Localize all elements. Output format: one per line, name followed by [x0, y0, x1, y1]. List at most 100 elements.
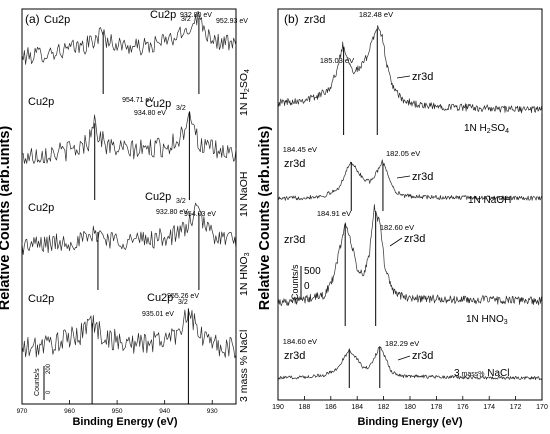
- spectrum-line: [277, 159, 543, 201]
- peak-energy-label: 184.60 eV: [283, 337, 317, 346]
- region-label-nacl-right: zr3d: [412, 350, 433, 362]
- x-tick-label: 174: [483, 404, 495, 411]
- panel-a-spectra: [21, 10, 237, 359]
- panel-b-peak-labels: 185.03 eV 182.48 eV 184.45 eV 182.05 eV 184.…: [283, 10, 420, 348]
- spectrum-line: [21, 10, 237, 65]
- legend-text: 1N HNO: [238, 256, 250, 296]
- peak-label-subscript: 3/2: [181, 16, 191, 23]
- peak-energy-label: 185.03 eV: [320, 56, 354, 65]
- peak-label-cu2p32-nacl: Cu2p 3/2: [147, 292, 188, 306]
- region-label-naoh-right: zr3d: [412, 171, 433, 183]
- peak-energy-label: 184.91 eV: [317, 209, 351, 218]
- region-label-hno3: Cu2p: [28, 202, 54, 214]
- peak-label-cu2p32-naoh: Cu2p 3/2: [145, 98, 186, 112]
- panel-b-label: (b): [284, 12, 299, 26]
- peak-energy-label: 182.05 eV: [386, 149, 420, 158]
- peak-energy-label: 932.80 eV: [156, 209, 188, 216]
- x-tick-label: 170: [536, 404, 548, 411]
- region-label-naoh-left: zr3d: [284, 158, 305, 170]
- region-label-h2so4: zr3d: [412, 71, 433, 83]
- spectrum-line: [21, 309, 237, 359]
- x-tick-label: 182: [378, 404, 390, 411]
- spectrum-line: [21, 111, 237, 164]
- legend-b-hno3: 1N HNO3: [466, 314, 508, 326]
- x-tick-label: 930: [207, 408, 218, 415]
- panel-b-x-axis: 190 188 186 184 182 180 178 176 174 172 170: [272, 396, 548, 411]
- spectrum-line: [21, 202, 237, 255]
- svg-text:1N H2SO4: 1N H2SO4: [238, 69, 251, 116]
- legend-subscript: 4: [505, 128, 509, 135]
- panel-a-y-axis-title: Relative Counts (arb.units): [0, 126, 13, 311]
- x-tick-label: 172: [510, 404, 522, 411]
- panel-b-peak-markers: [343, 28, 384, 388]
- pointer-arrow: [396, 75, 411, 79]
- scale-bar-value: 200: [46, 363, 52, 374]
- legend-b-naoh: 1N NaOH: [468, 195, 511, 206]
- legend-subscript: 3: [504, 319, 508, 326]
- legend-b-nacl: 3 mass% NaCl: [454, 368, 509, 379]
- svg-text:1N H2SO4: 1N H2SO4: [464, 123, 509, 135]
- peak-energy-label: 955.26 eV: [167, 293, 199, 300]
- peak-energy-label: 954.71 eV: [122, 97, 154, 104]
- legend-subscript: 2: [487, 128, 491, 135]
- peak-energy-label: 182.29 eV: [385, 339, 419, 348]
- legend-text: 3: [454, 368, 460, 379]
- pointer-arrow: [397, 355, 411, 361]
- legend-text: SO: [491, 123, 506, 134]
- pointer-arrow: [389, 237, 403, 247]
- legend-a-hno3: 1N HNO3: [238, 252, 251, 296]
- legend-small-text: mass%: [460, 371, 485, 378]
- panel-b-title: zr3d: [304, 14, 325, 26]
- legend-text: NaCl: [484, 368, 509, 379]
- peak-label-main: Cu2p: [145, 98, 171, 110]
- x-tick-label: 188: [299, 404, 311, 411]
- x-tick-label: 970: [17, 408, 28, 415]
- peak-energy-label: 954.03 eV: [184, 211, 216, 218]
- region-label-nacl-left: zr3d: [284, 350, 305, 362]
- panel-a-peak-markers: [91, 17, 200, 404]
- panel-b-x-axis-title: Binding Energy (eV): [357, 416, 462, 428]
- peak-label-cu2p32-hno3: Cu2p 3/2: [145, 191, 186, 205]
- peak-label-subscript: 3/2: [178, 299, 188, 306]
- legend-b-h2so4: 1N H2SO4: [464, 123, 509, 135]
- region-label-naoh: Cu2p: [28, 96, 54, 108]
- svg-text:3 mass% NaCl: 3 mass% NaCl: [454, 368, 509, 379]
- spectrum-line: [277, 204, 543, 307]
- panel-a-x-axis-title: Binding Energy (eV): [72, 416, 177, 428]
- legend-text: SO: [238, 73, 250, 88]
- panel-a: Relative Counts (arb.units) 970 960 950 940…: [0, 8, 251, 428]
- x-tick-label: 180: [404, 404, 416, 411]
- peak-label-main: Cu2p: [150, 9, 176, 21]
- peak-energy-label: 952.93 eV: [216, 18, 248, 25]
- panel-a-label: (a): [25, 12, 40, 26]
- legend-text: 1N H: [464, 123, 487, 134]
- legend-subscript: 4: [244, 69, 251, 73]
- x-tick-label: 176: [457, 404, 469, 411]
- pointer-arrow: [396, 175, 411, 179]
- peak-label-cu2p32-h2so4: Cu2p 3/2: [150, 9, 191, 23]
- legend-text: 1N HNO: [466, 314, 504, 325]
- spectrum-line: [277, 25, 543, 114]
- panel-a-plot-frame: [21, 8, 237, 405]
- x-tick-label: 960: [64, 408, 75, 415]
- peak-energy-label: 184.45 eV: [283, 145, 317, 154]
- scale-bar-zero: 0: [46, 390, 52, 394]
- panel-a-peak-labels: 952.93 eV 932.80 eV 954.71 eV 934.80 eV 954.…: [122, 12, 248, 318]
- peak-energy-label: 932.80 eV: [180, 12, 212, 19]
- scale-bar-value: 500: [304, 266, 321, 277]
- x-tick-label: 178: [431, 404, 443, 411]
- peak-label-subscript: 3/2: [176, 198, 186, 205]
- peak-energy-label: 935.01 eV: [142, 311, 174, 318]
- legend-a-naoh: 1N NaOH: [238, 171, 250, 217]
- region-label-hno3-left: zr3d: [284, 234, 305, 246]
- peak-energy-label: 934.80 eV: [134, 110, 166, 117]
- panel-b: Relative Counts (arb.units) 190 188 186 184…: [257, 8, 548, 428]
- peak-label-main: Cu2p: [145, 191, 171, 203]
- x-tick-label: 190: [272, 404, 284, 411]
- peak-energy-label: 182.48 eV: [359, 10, 393, 19]
- panel-b-y-axis-title: Relative Counts (arb.units): [257, 126, 273, 311]
- scale-bar-label: Counts/s: [290, 264, 300, 300]
- peak-energy-label: 182.60 eV: [380, 223, 414, 232]
- x-tick-label: 940: [159, 408, 170, 415]
